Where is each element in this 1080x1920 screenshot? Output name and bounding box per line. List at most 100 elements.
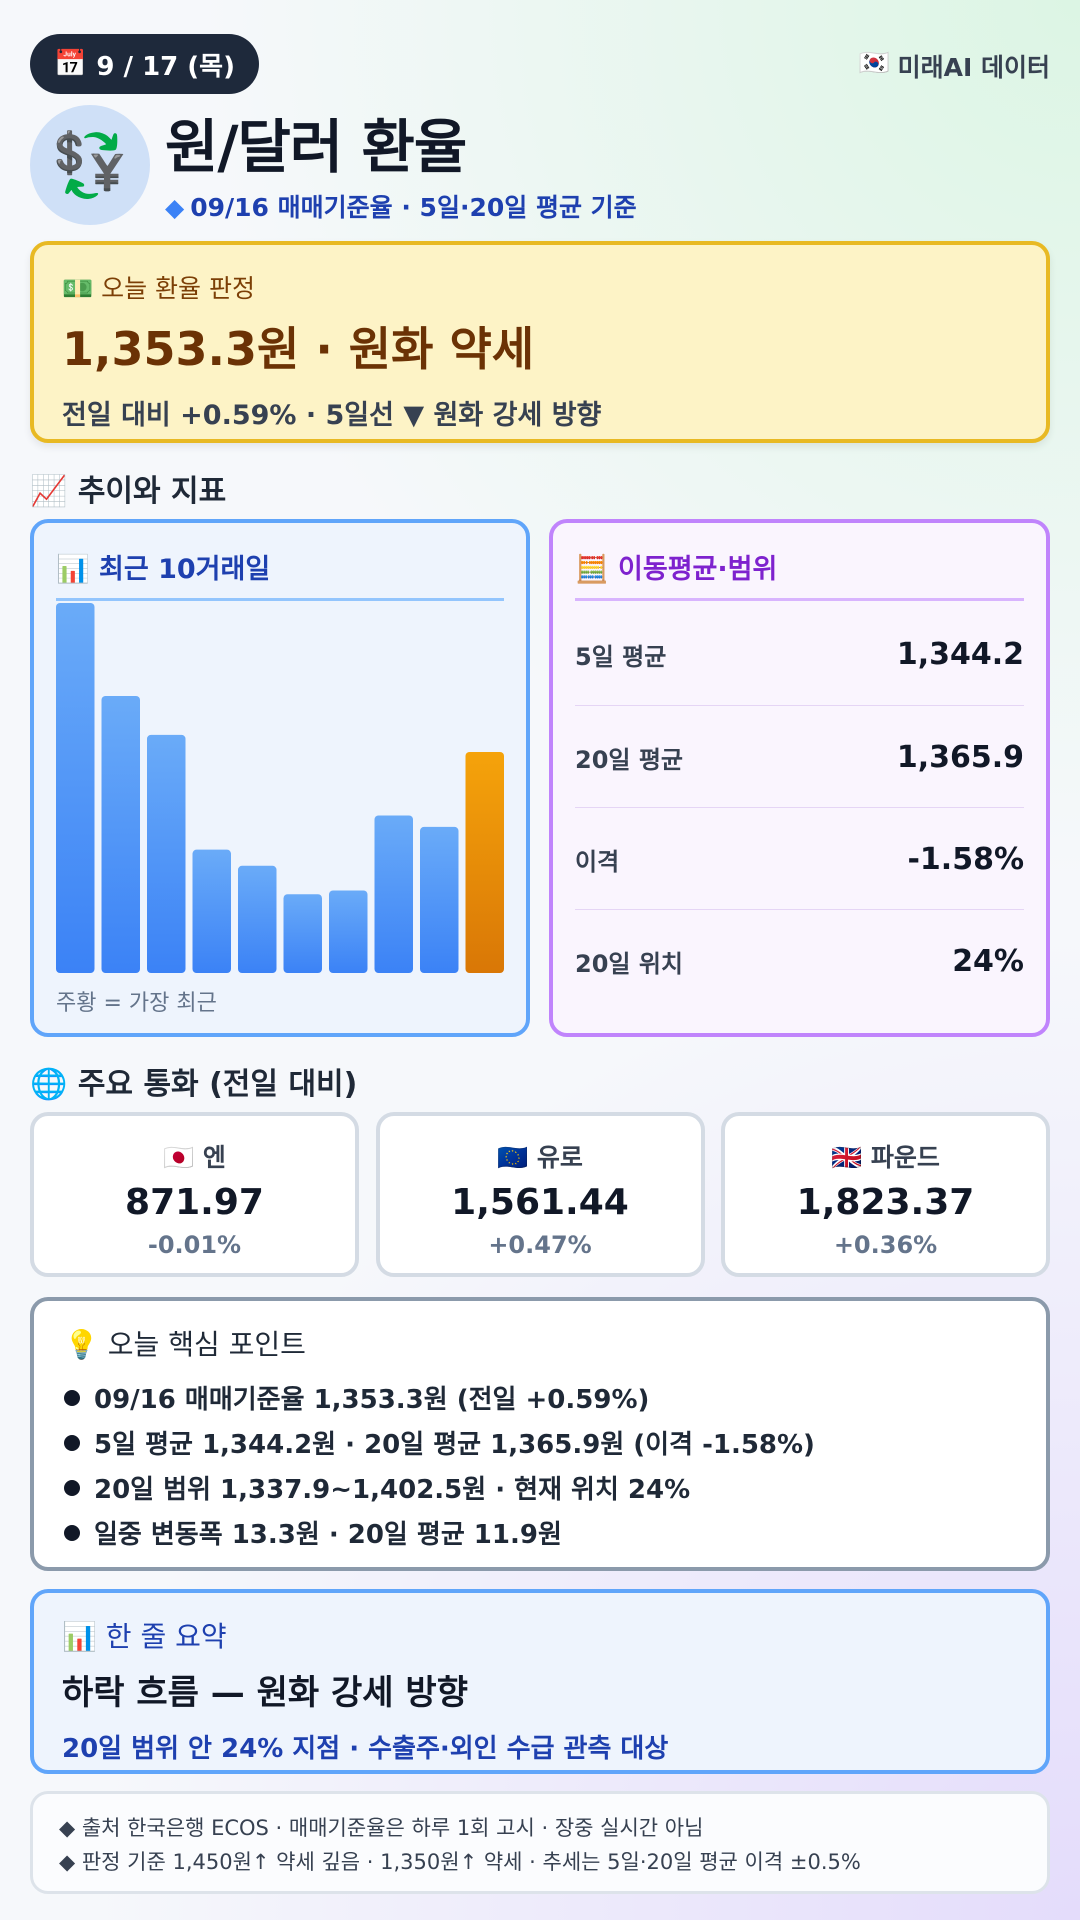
verdict-headline: 1,353.3원 · 원화 약세 (62, 322, 535, 376)
average-row: 5일 평균 1,344.2 (575, 603, 1024, 705)
marker: ◆ (165, 193, 185, 222)
point-item: 09/16 매매기준율 1,353.3원 (전일 +0.59%) (64, 1375, 1016, 1420)
footer-note: ◆ 판정 기준 1,450원↑ 약세 깊음 · 1,350원↑ 약세 · 추세는… (59, 1850, 861, 1874)
icon: 📊 (62, 1620, 97, 1653)
average-label: 20일 위치 (575, 949, 683, 978)
bullet (64, 1524, 80, 1541)
text: 주요 통화 (전일 대비) (77, 1067, 358, 1102)
label: 오늘 환율 판정 (101, 274, 255, 303)
point-item: 5일 평균 1,344.2원 · 20일 평균 1,365.9원 (이격 -1.… (64, 1420, 1016, 1465)
currency-rate: 871.97 (125, 1182, 264, 1223)
subtitle: ◆ 09/16 매매기준율 · 5일·20일 평균 기준 (165, 188, 637, 224)
bar (101, 695, 140, 973)
currency-change: -0.01% (147, 1231, 242, 1259)
average-label: 20일 평균 (575, 745, 683, 774)
section-title: 🌐 주요 통화 (전일 대비) (30, 1059, 357, 1103)
currency-change: +0.47% (488, 1231, 592, 1259)
icon: 🇬🇧 (831, 1143, 863, 1172)
name: 유로 (536, 1143, 583, 1172)
footer-note: ◆ 출처 한국은행 ECOS · 매매기준율은 하루 1회 고시 · 장중 실시… (59, 1816, 704, 1840)
icon: 🇪🇺 (497, 1143, 529, 1172)
date-pill: 📅 9 / 17 (목) (30, 34, 259, 94)
average-value: 1,344.2 (896, 636, 1024, 672)
icon: 🇯🇵 (163, 1143, 195, 1172)
bar (329, 890, 368, 973)
point-text: 20일 범위 1,337.9~1,402.5원 · 현재 위치 24% (94, 1475, 691, 1505)
source-badge: 🇰🇷 미래AI 데이터 (859, 48, 1051, 84)
average-row: 20일 위치 24% (575, 909, 1024, 1012)
average-label: 이격 (575, 847, 620, 876)
point-text: 09/16 매매기준율 1,353.3원 (전일 +0.59%) (94, 1385, 650, 1415)
average-label: 5일 평균 (575, 642, 667, 671)
bullet (64, 1434, 80, 1451)
verdict-detail: 전일 대비 +0.59% · 5일선 ▼ 원화 강세 방향 (62, 400, 602, 431)
currency-rate: 1,561.44 (451, 1182, 629, 1223)
average-row: 20일 평균 1,365.9 (575, 705, 1024, 808)
bar (420, 826, 459, 973)
point-item: 일중 변동폭 13.3원 · 20일 평균 11.9원 (64, 1510, 1016, 1555)
bar (465, 751, 504, 973)
chart-card: 📊 최근 10거래일 주황 = 가장 최근 (30, 519, 530, 1037)
point-text: 일중 변동폭 13.3원 · 20일 평균 11.9원 (94, 1520, 562, 1550)
bar (192, 849, 231, 973)
bullet (64, 1479, 80, 1496)
currency-card: 🇪🇺 유로 1,561.44 +0.47% (375, 1112, 705, 1277)
icon: 🌐 (30, 1067, 68, 1102)
text: 오늘 핵심 포인트 (107, 1328, 306, 1361)
points-list: 09/16 매매기준율 1,353.3원 (전일 +0.59%) 5일 평균 1,… (64, 1375, 1016, 1555)
text: 이동평균·범위 (618, 554, 778, 585)
icon: 💵 (62, 274, 94, 303)
chart (56, 603, 504, 973)
name: 엔 (202, 1143, 226, 1172)
source: 미래AI 데이터 (897, 53, 1050, 82)
average-value: 24% (952, 943, 1024, 979)
points-title: 💡 오늘 핵심 포인트 (64, 1323, 1016, 1363)
currency-rate: 1,823.37 (796, 1182, 975, 1223)
icon: 📊 (56, 554, 90, 585)
summary-box: 📊 한 줄 요약 하락 흐름 — 원화 강세 방향 20일 범위 안 24% 지… (30, 1589, 1050, 1774)
average-row: 이격 -1.58% (575, 807, 1024, 910)
point-item: 20일 범위 1,337.9~1,402.5원 · 현재 위치 24% (64, 1465, 1016, 1510)
icon: 💡 (64, 1328, 99, 1361)
average-value: -1.58% (907, 841, 1024, 877)
section-title: 📈 추이와 지표 (30, 466, 226, 510)
bar (56, 603, 95, 973)
icon: 🧮 (575, 554, 609, 585)
summary-headline: 하락 흐름 — 원화 강세 방향 (62, 1673, 468, 1713)
text: 추이와 지표 (77, 474, 227, 509)
icon: 📈 (30, 474, 68, 509)
name: 파운드 (870, 1143, 940, 1172)
currency-name: 🇯🇵 엔 (34, 1138, 355, 1174)
summary-title: 📊 한 줄 요약 (62, 1615, 1018, 1655)
bar (238, 865, 277, 973)
currency-card: 🇯🇵 엔 871.97 -0.01% (30, 1112, 359, 1277)
date: 9 / 17 (목) (96, 51, 235, 82)
icon: 📅 (54, 49, 87, 79)
point-text: 5일 평균 1,344.2원 · 20일 평균 1,365.9원 (이격 -1.… (94, 1430, 815, 1460)
title: 원/달러 환율 (165, 113, 467, 181)
bar (147, 734, 186, 973)
chart-note: 주황 = 가장 최근 (56, 991, 217, 1016)
averages-title: 🧮 이동평균·범위 (575, 547, 1024, 601)
verdict-box: 💵 오늘 환율 판정 1,353.3원 · 원화 약세 전일 대비 +0.59%… (30, 241, 1050, 443)
text: 최근 10거래일 (99, 554, 271, 585)
bar (374, 815, 413, 973)
currency-card: 🇬🇧 파운드 1,823.37 +0.36% (721, 1112, 1050, 1277)
bar (283, 894, 322, 973)
average-value: 1,365.9 (896, 739, 1024, 775)
text: 한 줄 요약 (105, 1620, 227, 1653)
currency-name: 🇬🇧 파운드 (725, 1138, 1046, 1174)
footer: ◆ 출처 한국은행 ECOS · 매매기준율은 하루 1회 고시 · 장중 실시… (30, 1791, 1050, 1894)
summary-detail: 20일 범위 안 24% 지점 · 수출주·외인 수급 관측 대상 (62, 1734, 669, 1764)
subtitle-text: 09/16 매매기준율 · 5일·20일 평균 기준 (190, 193, 637, 222)
points-box: 💡 오늘 핵심 포인트 09/16 매매기준율 1,353.3원 (전일 +0.… (30, 1297, 1050, 1571)
averages-card: 🧮 이동평균·범위 5일 평균 1,344.2 20일 평균 1,365.9 이격 -1.… (549, 519, 1050, 1037)
icon: 🇰🇷 (858, 48, 890, 77)
chart-title: 📊 최근 10거래일 (56, 547, 504, 601)
logo: 💱 (30, 105, 150, 225)
currency-name: 🇪🇺 유로 (380, 1138, 701, 1174)
verdict-label: 💵 오늘 환율 판정 (62, 269, 1018, 305)
currency-change: +0.36% (833, 1231, 938, 1259)
icon: 💱 (51, 128, 129, 201)
